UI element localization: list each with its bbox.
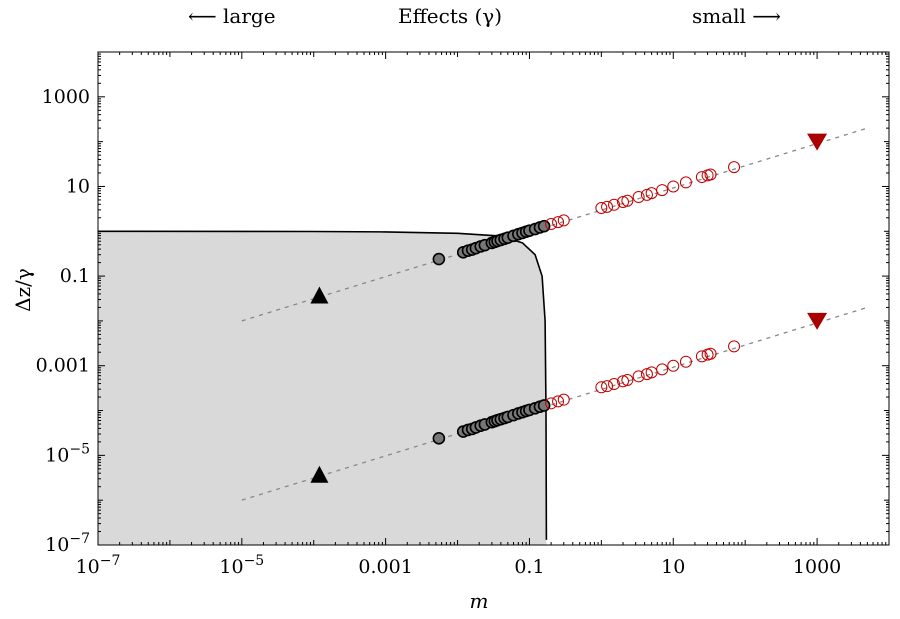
point-circle-open-21: [557, 393, 570, 406]
small-effects-label: small ⟶: [692, 4, 781, 28]
point-circle-filled-21: [537, 219, 551, 233]
point-circle-open-6: [608, 198, 621, 211]
x-tick-label-6: 1000: [793, 556, 841, 578]
point-circle-open-20: [552, 395, 565, 408]
point-circle-open-9: [632, 191, 645, 204]
point-circle-open-4: [595, 202, 608, 215]
large-effects-label: ⟵ large: [188, 4, 276, 28]
point-circle-open-19: [545, 397, 558, 410]
point-circle-open-5: [601, 200, 614, 213]
point-circle-open-23: [601, 380, 614, 393]
point-triangle-down-1: [807, 133, 828, 151]
x-tick-label-4: 0.1: [514, 556, 544, 578]
plot-frame: [97, 51, 890, 546]
point-circle-open-12: [656, 184, 669, 197]
y-tick-label-6: 1000: [42, 86, 90, 108]
point-circle-open-26: [621, 374, 634, 387]
y-tick-label-5: 10: [66, 175, 90, 197]
shaded-region-layer: [97, 230, 548, 546]
x-tick-label-5: 10: [661, 556, 685, 578]
x-tick-label-exp: −5: [244, 553, 265, 569]
reference-lines-layer: [241, 127, 868, 501]
point-circle-open-3: [557, 214, 570, 227]
point-circle-filled-1: [432, 252, 446, 266]
x-tick-label-1: 10−7: [76, 553, 121, 578]
point-circle-open-25: [617, 375, 630, 388]
point-circle-open-30: [656, 363, 669, 376]
point-circle-open-13: [667, 180, 680, 193]
y-tick-label-exp: −7: [69, 531, 90, 547]
y-tick-label-3: 0.001: [36, 355, 90, 377]
point-circle-open-18: [728, 161, 741, 174]
y-tick-label-exp: −5: [69, 441, 90, 457]
point-circle-open-2: [552, 216, 565, 229]
data-points-layer: [310, 133, 828, 483]
y-tick-label-base: 10: [45, 534, 69, 556]
x-tick-label-exp: −7: [100, 553, 121, 569]
y-tick-label-2: 10−5: [45, 441, 90, 466]
point-circle-open-27: [632, 370, 645, 383]
point-circle-open-14: [679, 176, 692, 189]
point-circle-open-36: [728, 340, 741, 353]
shaded-region: [98, 231, 547, 546]
x-tick-label-3: 0.001: [358, 556, 412, 578]
point-circle-open-15: [695, 171, 708, 184]
reference-line-2: [241, 306, 868, 501]
point-circle-open-31: [667, 359, 680, 372]
point-triangle-up-1: [310, 286, 329, 304]
point-circle-filled-42: [537, 399, 551, 412]
point-circle-filled-22: [432, 432, 446, 445]
y-axis-title: Δz/γ: [11, 268, 35, 312]
point-triangle-up-2: [310, 465, 329, 483]
point-circle-open-28: [640, 368, 653, 381]
point-triangle-down-2: [807, 312, 828, 330]
y-tick-label-4: 0.1: [60, 265, 90, 287]
point-circle-open-33: [695, 350, 708, 363]
point-circle-open-24: [608, 378, 621, 391]
shaded-region-boundary: [97, 230, 548, 540]
y-tick-label-base: 10: [45, 444, 69, 466]
reference-line-1: [241, 127, 868, 322]
effects-gamma-label: Effects (γ): [397, 4, 503, 28]
point-circle-open-22: [595, 381, 608, 394]
point-circle-open-10: [640, 188, 653, 201]
point-circle-open-8: [621, 194, 634, 207]
point-circle-open-7: [617, 195, 630, 208]
point-circle-open-17: [704, 168, 717, 181]
x-axis-title: m: [470, 589, 489, 613]
point-circle-open-32: [679, 355, 692, 368]
y-tick-label-1: 10−7: [45, 531, 90, 556]
x-tick-label-2: 10−5: [219, 553, 264, 578]
point-circle-open-1: [545, 218, 558, 231]
point-circle-open-35: [704, 347, 717, 360]
